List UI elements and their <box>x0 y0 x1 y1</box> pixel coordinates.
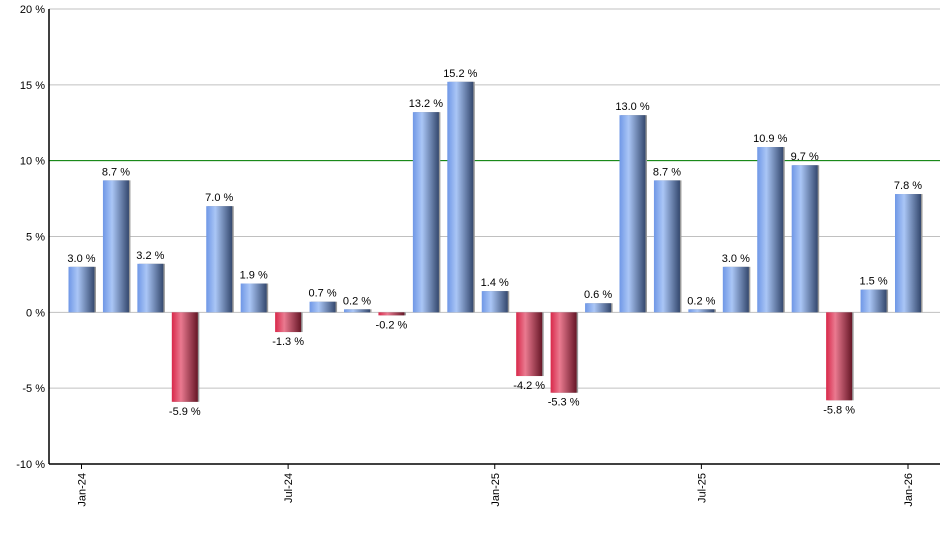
y-tick-label: 0 % <box>26 307 45 319</box>
data-label: 3.0 % <box>722 253 750 265</box>
data-label: 7.8 % <box>894 180 922 192</box>
bar <box>171 312 198 402</box>
x-tick-label: Jul-24 <box>283 473 295 503</box>
data-label: -5.3 % <box>548 397 580 409</box>
data-label: 7.0 % <box>205 192 233 204</box>
data-label: 8.7 % <box>102 166 130 178</box>
bar <box>309 301 336 313</box>
bar <box>826 312 853 401</box>
bar <box>757 147 784 313</box>
data-label: -5.9 % <box>169 406 201 418</box>
data-label: 0.2 % <box>687 295 715 307</box>
x-tick-label: Jan-25 <box>490 473 502 507</box>
bar <box>550 312 577 393</box>
bar <box>895 194 921 313</box>
data-label: 13.0 % <box>615 101 649 113</box>
data-label: 13.2 % <box>409 98 443 110</box>
data-label: 0.6 % <box>584 289 612 301</box>
y-tick-label: 15 % <box>20 80 45 92</box>
data-label: 3.0 % <box>67 253 95 265</box>
y-tick-label: 20 % <box>20 4 45 16</box>
bar <box>68 266 95 313</box>
data-label: 15.2 % <box>443 68 477 80</box>
x-tick-label: Jul-25 <box>696 473 708 503</box>
data-label: 8.7 % <box>653 166 681 178</box>
y-tick-label: -10 % <box>16 459 45 471</box>
bar <box>722 266 749 313</box>
bar <box>619 115 646 313</box>
bar <box>653 180 680 313</box>
data-label: 0.7 % <box>308 288 336 300</box>
data-label: 3.2 % <box>136 250 164 262</box>
bar <box>481 291 508 313</box>
x-tick-label: Jan-26 <box>903 473 915 507</box>
bar <box>344 309 370 313</box>
bar <box>102 180 129 313</box>
bar <box>240 283 267 313</box>
data-label: -4.2 % <box>513 380 545 392</box>
bar <box>585 303 612 313</box>
x-tick-label: Jan-24 <box>77 473 89 507</box>
data-label: 1.5 % <box>859 276 887 288</box>
y-tick-label: -5 % <box>22 383 45 395</box>
bar <box>137 263 164 313</box>
data-label: 10.9 % <box>753 133 787 145</box>
data-label: 1.4 % <box>481 277 509 289</box>
data-label: -5.8 % <box>823 404 855 416</box>
data-label: -0.2 % <box>376 319 408 331</box>
bar <box>275 312 302 333</box>
bar <box>412 112 439 313</box>
y-tick-label: 10 % <box>20 156 45 168</box>
bar <box>688 309 715 313</box>
data-label: -1.3 % <box>272 336 304 348</box>
bar <box>447 81 474 313</box>
bar <box>860 289 887 313</box>
bar <box>378 312 405 316</box>
bar <box>791 165 818 313</box>
bar <box>516 312 543 377</box>
y-tick-label: 5 % <box>26 232 45 244</box>
data-label: 0.2 % <box>343 295 371 307</box>
data-label: 1.9 % <box>240 270 268 282</box>
bar <box>206 206 233 313</box>
data-label: 9.7 % <box>791 151 819 163</box>
